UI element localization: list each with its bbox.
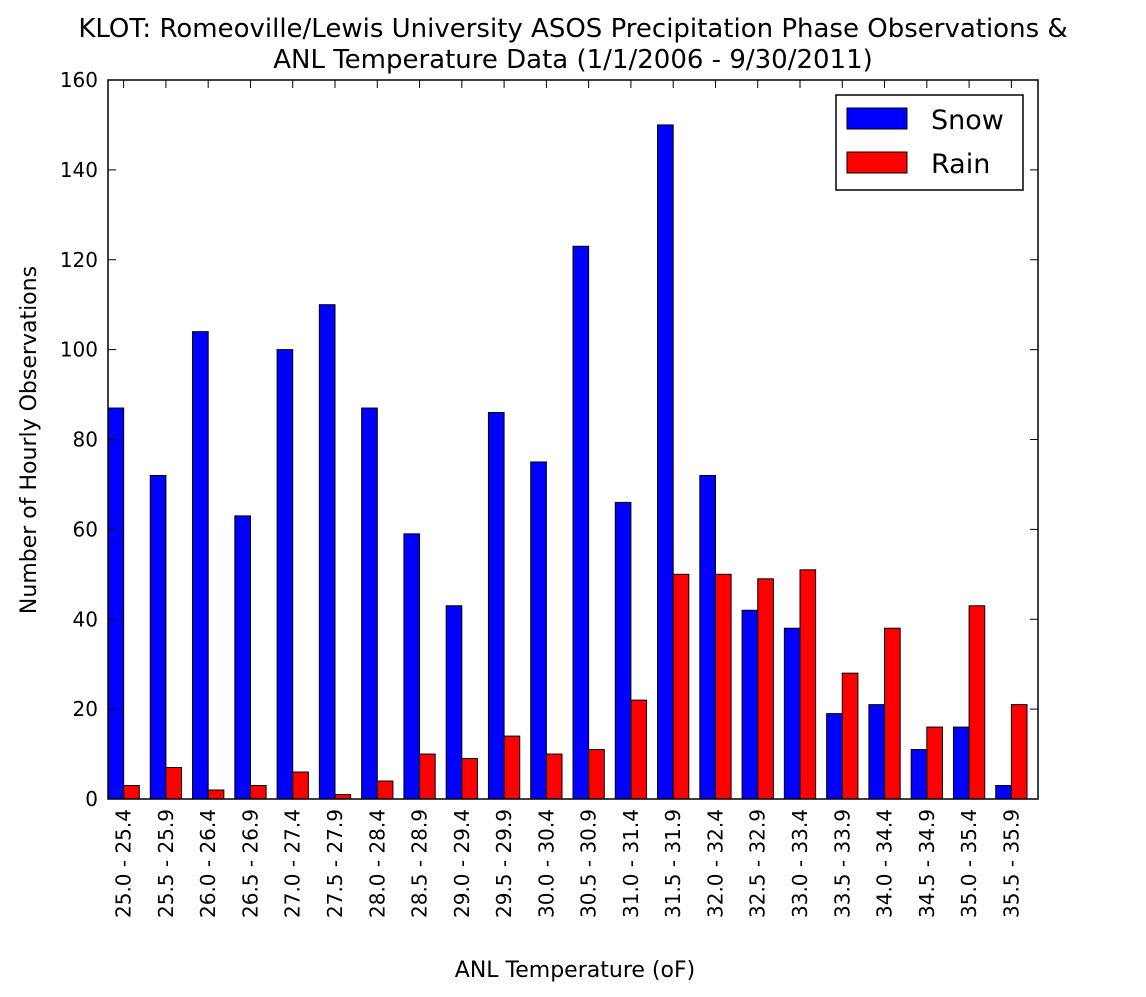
bar-rain-10 (545, 753, 563, 800)
bar-rain-8 (461, 758, 478, 800)
bar-rain-0 (123, 785, 140, 800)
legend: Snow Rain (835, 94, 1024, 191)
y-tick-label-6: 120 (60, 248, 98, 272)
ticks-group: 0 20 40 60 80 100 120 140 160 25.0 - 25.4 25.5 - 2… (60, 68, 1038, 918)
bar-rain-14 (714, 573, 732, 800)
x-tick-label-19: 34.5 - 34.9 (915, 809, 939, 918)
bar-snow-5 (318, 304, 336, 800)
x-tick-label-1: 25.5 - 25.9 (154, 809, 178, 918)
x-tick-label-11: 30.5 - 30.9 (577, 809, 601, 918)
plot-frame (107, 79, 1039, 800)
y-axis-label: Number of Hourly Observations (17, 266, 42, 614)
x-tick-label-10: 30.0 - 30.4 (534, 809, 558, 918)
bar-snow-1 (149, 474, 167, 800)
legend-box (835, 94, 1024, 191)
legend-label-snow: Snow (931, 105, 1004, 136)
x-tick-label-13: 31.5 - 31.9 (661, 809, 685, 918)
y-tick-label-2: 40 (73, 607, 98, 631)
bar-snow-10 (530, 461, 547, 800)
x-tick-label-5: 27.5 - 27.9 (323, 809, 347, 918)
x-tick-label-2: 26.0 - 26.4 (196, 809, 220, 918)
bar-rain-11 (588, 749, 605, 800)
bar-rain-6 (376, 780, 394, 800)
bar-snow-14 (699, 474, 716, 800)
bar-snow-9 (487, 412, 505, 800)
y-tick-label-5: 100 (60, 338, 98, 362)
y-tick-label-0: 0 (85, 787, 98, 811)
bar-snow-16 (783, 627, 801, 800)
x-tick-label-17: 33.5 - 33.9 (830, 809, 854, 918)
legend-swatch-rain (846, 151, 908, 174)
y-tick-label-7: 140 (60, 158, 98, 182)
x-tick-label-7: 28.5 - 28.9 (408, 809, 432, 918)
legend-label-rain: Rain (931, 149, 990, 180)
y-tick-label-3: 60 (73, 517, 98, 541)
bar-rain-20 (968, 605, 986, 800)
bar-snow-13 (657, 124, 674, 800)
x-axis-label-text: ANL Temperature (455, 958, 645, 983)
x-tick-label-8: 29.0 - 29.4 (450, 809, 474, 918)
x-tick-label-16: 33.0 - 33.4 (788, 809, 812, 918)
bar-snow-0 (107, 407, 125, 800)
bar-rain-13 (672, 573, 690, 800)
x-tick-label-3: 26.5 - 26.9 (238, 809, 262, 918)
bar-snow-15 (741, 609, 759, 800)
bar-rain-18 (884, 627, 901, 800)
bar-rain-3 (249, 785, 267, 800)
bar-snow-7 (403, 533, 421, 800)
x-tick-label-21: 35.5 - 35.9 (999, 809, 1023, 918)
bar-rain-2 (207, 789, 225, 800)
bar-snow-4 (276, 349, 294, 800)
bar-snow-21 (995, 785, 1012, 800)
bar-snow-12 (614, 501, 632, 800)
bar-rain-15 (757, 578, 774, 800)
bar-snow-18 (868, 704, 886, 800)
bar-snow-11 (572, 245, 590, 800)
x-axis-label: ANL Temperature (oF) (455, 958, 695, 983)
x-tick-label-9: 29.5 - 29.9 (492, 809, 516, 918)
bar-snow-20 (952, 726, 970, 800)
bar-rain-4 (292, 771, 309, 800)
x-tick-label-20: 35.0 - 35.4 (957, 809, 981, 918)
legend-swatch-snow (846, 107, 908, 130)
bar-rain-19 (926, 726, 943, 800)
x-tick-label-12: 31.0 - 31.4 (619, 809, 643, 918)
bar-snow-8 (445, 605, 463, 800)
y-tick-label-1: 20 (73, 697, 98, 721)
chart-subtitle: ANL Temperature Data (1/1/2006 - 9/30/20… (273, 45, 873, 75)
bar-snow-19 (910, 749, 928, 800)
bar-rain-21 (1010, 704, 1028, 800)
bar-snow-17 (826, 713, 843, 800)
bar-snow-2 (192, 331, 209, 800)
x-tick-label-4: 27.0 - 27.4 (281, 809, 305, 918)
x-tick-label-18: 34.0 - 34.4 (873, 809, 897, 918)
bar-rain-9 (503, 735, 521, 800)
x-tick-label-0: 25.0 - 25.4 (112, 809, 136, 918)
bar-rain-12 (630, 699, 648, 800)
x-tick-label-15: 32.5 - 32.9 (746, 809, 770, 918)
y-tick-label-4: 80 (73, 428, 98, 452)
bar-rain-1 (165, 767, 183, 800)
bars-group (107, 124, 1028, 800)
y-tick-label-8: 160 (60, 68, 98, 92)
bar-rain-17 (841, 672, 859, 800)
bar-snow-6 (361, 407, 378, 800)
bar-rain-16 (799, 569, 817, 800)
x-tick-label-6: 28.0 - 28.4 (365, 809, 389, 918)
bar-rain-7 (419, 753, 436, 800)
bar-snow-3 (234, 515, 251, 800)
x-axis-label-unit: (oF) (652, 958, 695, 983)
chart-title: KLOT: Romeoville/Lewis University ASOS P… (78, 14, 1067, 44)
x-tick-label-14: 32.0 - 32.4 (703, 809, 727, 918)
